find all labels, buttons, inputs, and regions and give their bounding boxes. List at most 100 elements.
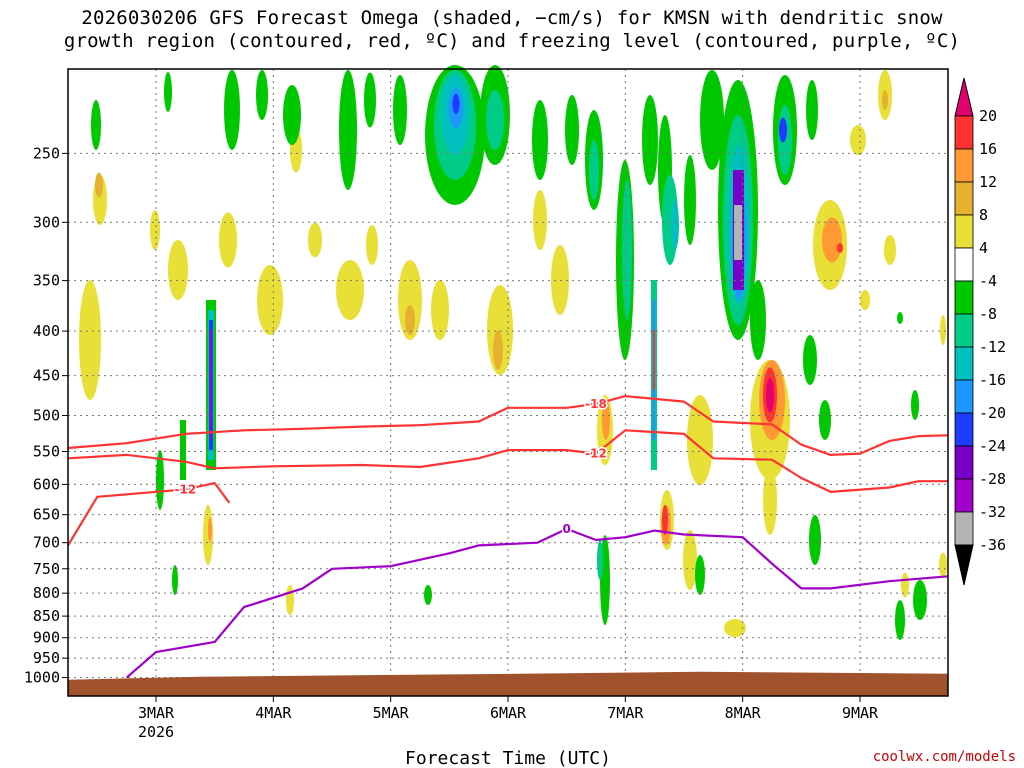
omega-shade (897, 312, 903, 324)
omega-shade (79, 280, 101, 400)
omega-shade (806, 80, 818, 140)
omega-shade (339, 70, 357, 190)
y-tick-label: 250 (33, 144, 60, 162)
colorbar-bottom-arrow (954, 544, 974, 586)
omega-shade (734, 205, 742, 260)
omega-shade (819, 400, 831, 440)
omega-shade (622, 180, 632, 320)
omega-shade (763, 465, 777, 535)
omega-shade (766, 377, 774, 413)
y-tick-label: 350 (33, 272, 60, 290)
omega-shade (671, 200, 679, 250)
contour-label: -12 (174, 482, 196, 496)
omega-shade (210, 330, 212, 440)
omega-shade (837, 243, 843, 253)
chart-title-line-2: growth region (contoured, red, ºC) and f… (63, 30, 961, 52)
omega-shade (532, 100, 548, 180)
colorbar-swatch (954, 445, 974, 480)
omega-shade (683, 530, 697, 590)
grid-lines (68, 69, 948, 696)
omega-shade (642, 95, 658, 185)
y-tick-label: 800 (33, 584, 60, 602)
omega-shade (882, 90, 888, 110)
omega-shade (533, 190, 547, 250)
y-tick-label: 600 (33, 475, 60, 493)
chart-title-line-1: 2026030206 GFS Forecast Omega (shaded, −… (81, 7, 943, 29)
colorbar-label: 12 (979, 173, 997, 191)
omega-shade (662, 505, 668, 535)
omega-shade (684, 155, 696, 245)
contour-line (67, 395, 949, 456)
y-tick-label: 900 (33, 629, 60, 647)
omega-shade (551, 245, 569, 315)
omega-shade (884, 235, 896, 265)
omega-shade (286, 585, 294, 615)
x-tick-label: 7MAR (607, 704, 644, 722)
x-tick-label: 6MAR (490, 704, 527, 722)
omega-shade (895, 600, 905, 640)
contour-label: -12 (585, 447, 607, 461)
x-tick-label: 3MAR (138, 704, 175, 722)
omega-shade (168, 240, 188, 300)
omega-shade (424, 585, 432, 605)
y-tick-label: 400 (33, 322, 60, 340)
x-tick-label: 4MAR (255, 704, 292, 722)
contour-line (67, 429, 948, 493)
colorbar-label: -32 (979, 503, 1006, 521)
omega-shade (589, 140, 599, 200)
colorbar-swatch (954, 115, 974, 150)
omega-shade (393, 75, 407, 145)
colorbar-swatch (954, 346, 974, 381)
omega-shade (724, 619, 746, 637)
omega-shade (597, 540, 603, 580)
omega-shade (164, 72, 172, 112)
omega-shade (180, 420, 186, 480)
omega-shade (695, 555, 705, 595)
colorbar-label: -28 (979, 470, 1006, 488)
omega-shade (452, 94, 460, 114)
contour-line (125, 527, 949, 679)
colorbar-label: -12 (979, 338, 1006, 356)
y-tick-label: 950 (33, 649, 60, 667)
colorbar-label: 4 (979, 239, 988, 257)
omega-shade (911, 390, 919, 420)
colorbar-swatch (954, 412, 974, 447)
y-tick-label: 450 (33, 367, 60, 385)
omega-shade (256, 70, 268, 120)
colorbar-swatch (954, 148, 974, 183)
omega-shade (700, 70, 724, 170)
omega-shade (940, 315, 946, 345)
colorbar-swatch (954, 214, 974, 249)
colorbar-swatch (954, 379, 974, 414)
colorbar-swatch (954, 478, 974, 513)
omega-shade (939, 552, 947, 578)
omega-shading-layer (79, 65, 947, 640)
omega-shade (486, 90, 504, 150)
omega-shade (565, 95, 579, 165)
omega-shade (405, 305, 415, 335)
colorbar-swatch (954, 511, 974, 546)
colorbar-label: -4 (979, 272, 997, 290)
omega-shade (913, 580, 927, 620)
colorbar-label: 16 (979, 140, 997, 158)
omega-shade (779, 117, 787, 143)
omega-shade (219, 212, 237, 268)
colorbar-swatch (954, 280, 974, 315)
credit-text: coolwx.com/models (873, 749, 1016, 765)
omega-shade (822, 217, 842, 263)
colorbar-label: -20 (979, 404, 1006, 422)
omega-shade (364, 72, 376, 128)
y-tick-label: 550 (33, 443, 60, 461)
omega-shade (398, 260, 422, 340)
contour-layer: -18 -12 -12 0 (67, 395, 949, 679)
colorbar-label: -24 (979, 437, 1006, 455)
colorbar-label: 20 (979, 107, 997, 125)
y-tick-label: 850 (33, 607, 60, 625)
y-tick-label: 300 (33, 213, 60, 231)
contour-label: -18 (585, 397, 607, 411)
terrain-fill (68, 671, 948, 696)
omega-shade (750, 280, 766, 360)
contour-line (67, 482, 231, 546)
